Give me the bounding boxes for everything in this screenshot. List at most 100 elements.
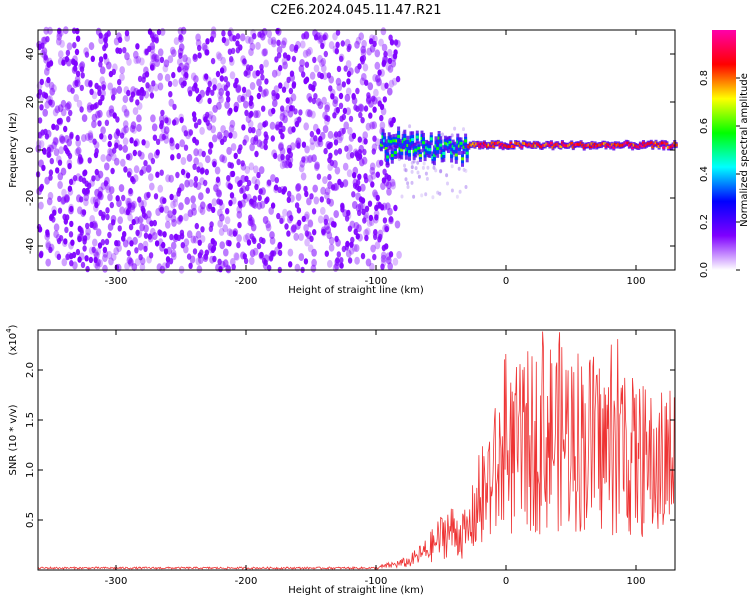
spectrogram-cell — [218, 227, 225, 236]
spectrogram-cell — [396, 250, 402, 259]
spectrogram-cell — [88, 256, 94, 264]
spectrogram-cell — [107, 193, 113, 202]
spectrogram-cell — [288, 151, 293, 158]
spectrogram-cell — [276, 45, 283, 54]
spectrogram-cell — [70, 239, 75, 246]
spectrogram-cell — [241, 86, 247, 94]
snr-panel: -300 -200 -100 0 100 0.5 1.0 1.5 2.0 Height of … — [5, 324, 676, 596]
spectrogram-cell — [332, 264, 339, 272]
spectrogram-cell — [176, 190, 181, 197]
spectrogram-cell — [218, 95, 224, 104]
spectrogram-cell — [111, 87, 118, 96]
spectrogram-cell — [250, 29, 256, 37]
spectrogram-cell — [47, 26, 53, 35]
spectrogram-cell — [350, 236, 355, 244]
spectrogram-cell — [294, 120, 300, 128]
spectrogram-cell — [63, 195, 70, 204]
spectrogram-cell — [347, 225, 353, 232]
spectrogram-cell — [89, 215, 95, 223]
spectrogram-cell — [320, 186, 326, 195]
spectrogram-cell — [322, 176, 328, 185]
spectrogram-cell — [393, 151, 397, 154]
spectrogram-cell — [671, 143, 675, 147]
spectrogram-cell — [428, 148, 432, 152]
spectrogram-cell — [317, 215, 324, 224]
spectrogram-cell — [368, 218, 375, 227]
spectrogram-cell — [300, 172, 307, 181]
spectrogram-cell — [327, 173, 332, 181]
spectrogram-cell — [43, 54, 48, 61]
spectrogram-cell — [225, 265, 232, 274]
spectrogram-cell — [249, 110, 254, 118]
spectrogram-cell — [539, 145, 542, 148]
spectrogram-cell — [113, 247, 119, 256]
spectrogram-cell — [334, 166, 341, 175]
spectrogram-cell — [180, 26, 187, 35]
spectrogram-cell — [374, 214, 379, 221]
snr-multiplier-exp: 4 — [5, 328, 13, 333]
spectrogram-cell — [159, 56, 165, 63]
spectrogram-cell — [268, 206, 275, 215]
spectrogram-cell — [189, 255, 196, 264]
spectrogram-cell — [317, 32, 324, 41]
spectrogram-cell — [210, 89, 215, 96]
spectrogram-cell — [355, 105, 360, 113]
spectrogram-cell — [45, 258, 51, 267]
spectrogram-cell — [150, 157, 156, 165]
spectrogram-cell — [266, 179, 272, 186]
spectrogram-cell — [248, 126, 253, 134]
spectrogram-cell — [122, 239, 129, 248]
y-tick-label: 1.5 — [25, 412, 36, 428]
spectrogram-cell — [212, 255, 217, 263]
spectrogram-cell — [262, 216, 269, 224]
spectrogram-cell — [609, 145, 613, 148]
spectrogram-cell — [263, 254, 270, 263]
spectrogram-cell — [88, 246, 95, 255]
spectrogram-cell — [90, 104, 95, 111]
spectrogram-cell — [156, 263, 163, 272]
spectrogram-cell — [201, 42, 208, 51]
spectrogram-cell — [121, 104, 128, 113]
spectrogram-cell — [289, 70, 295, 77]
spectrogram-cell — [256, 92, 262, 100]
spectrogram-cell — [637, 145, 641, 149]
spectrogram-cell — [596, 144, 600, 147]
spectrogram-cell — [164, 117, 169, 124]
spectrogram-cell — [264, 134, 269, 141]
spectrogram-cell — [57, 117, 63, 126]
spectrogram-cell — [56, 37, 62, 46]
spectrogram-cell — [197, 93, 202, 101]
spectrogram-cell — [546, 142, 550, 146]
spectrogram-cell — [152, 134, 158, 141]
spectrogram-cell — [297, 219, 302, 227]
spectrogram-cell — [243, 100, 249, 109]
spectrogram-cell — [313, 196, 320, 205]
spectrogram-cell — [417, 174, 421, 179]
spectrogram-cell — [228, 107, 233, 115]
spectrogram-cell — [38, 185, 44, 192]
spectrogram-cell — [65, 253, 70, 261]
spectrogram-cell — [327, 259, 333, 268]
spectrogram-cell — [311, 208, 317, 215]
spectrogram-cell — [323, 50, 328, 58]
spectrogram-cell — [169, 193, 174, 201]
spectrogram-cell — [172, 194, 179, 203]
spectrogram-cell — [256, 78, 262, 87]
spectrogram-cell — [130, 86, 136, 95]
spectrogram-cell — [280, 155, 287, 164]
spectrogram-cell — [229, 119, 236, 128]
spectrogram-cell — [559, 145, 563, 149]
spectrogram-cell — [66, 138, 72, 147]
spectrogram-cell — [244, 166, 251, 174]
spectrogram-cell — [43, 26, 49, 35]
spectrogram-cell — [298, 253, 305, 262]
spectrogram-cell — [345, 87, 352, 96]
spectrogram-cell — [277, 249, 283, 257]
spectrogram-cell — [46, 57, 53, 66]
spectrogram-cell — [305, 108, 311, 117]
spectrogram-cell — [70, 87, 75, 94]
x-tick-label: -200 — [235, 276, 258, 287]
spectrogram-cell — [307, 219, 314, 228]
spectrogram-cell — [55, 234, 62, 242]
spectrogram-cell — [458, 189, 462, 194]
